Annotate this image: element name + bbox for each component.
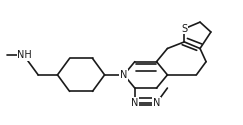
Text: N: N — [131, 98, 139, 108]
Text: N: N — [153, 98, 160, 108]
Text: S: S — [181, 24, 187, 34]
Text: NH: NH — [17, 50, 32, 60]
Text: N: N — [120, 70, 128, 80]
